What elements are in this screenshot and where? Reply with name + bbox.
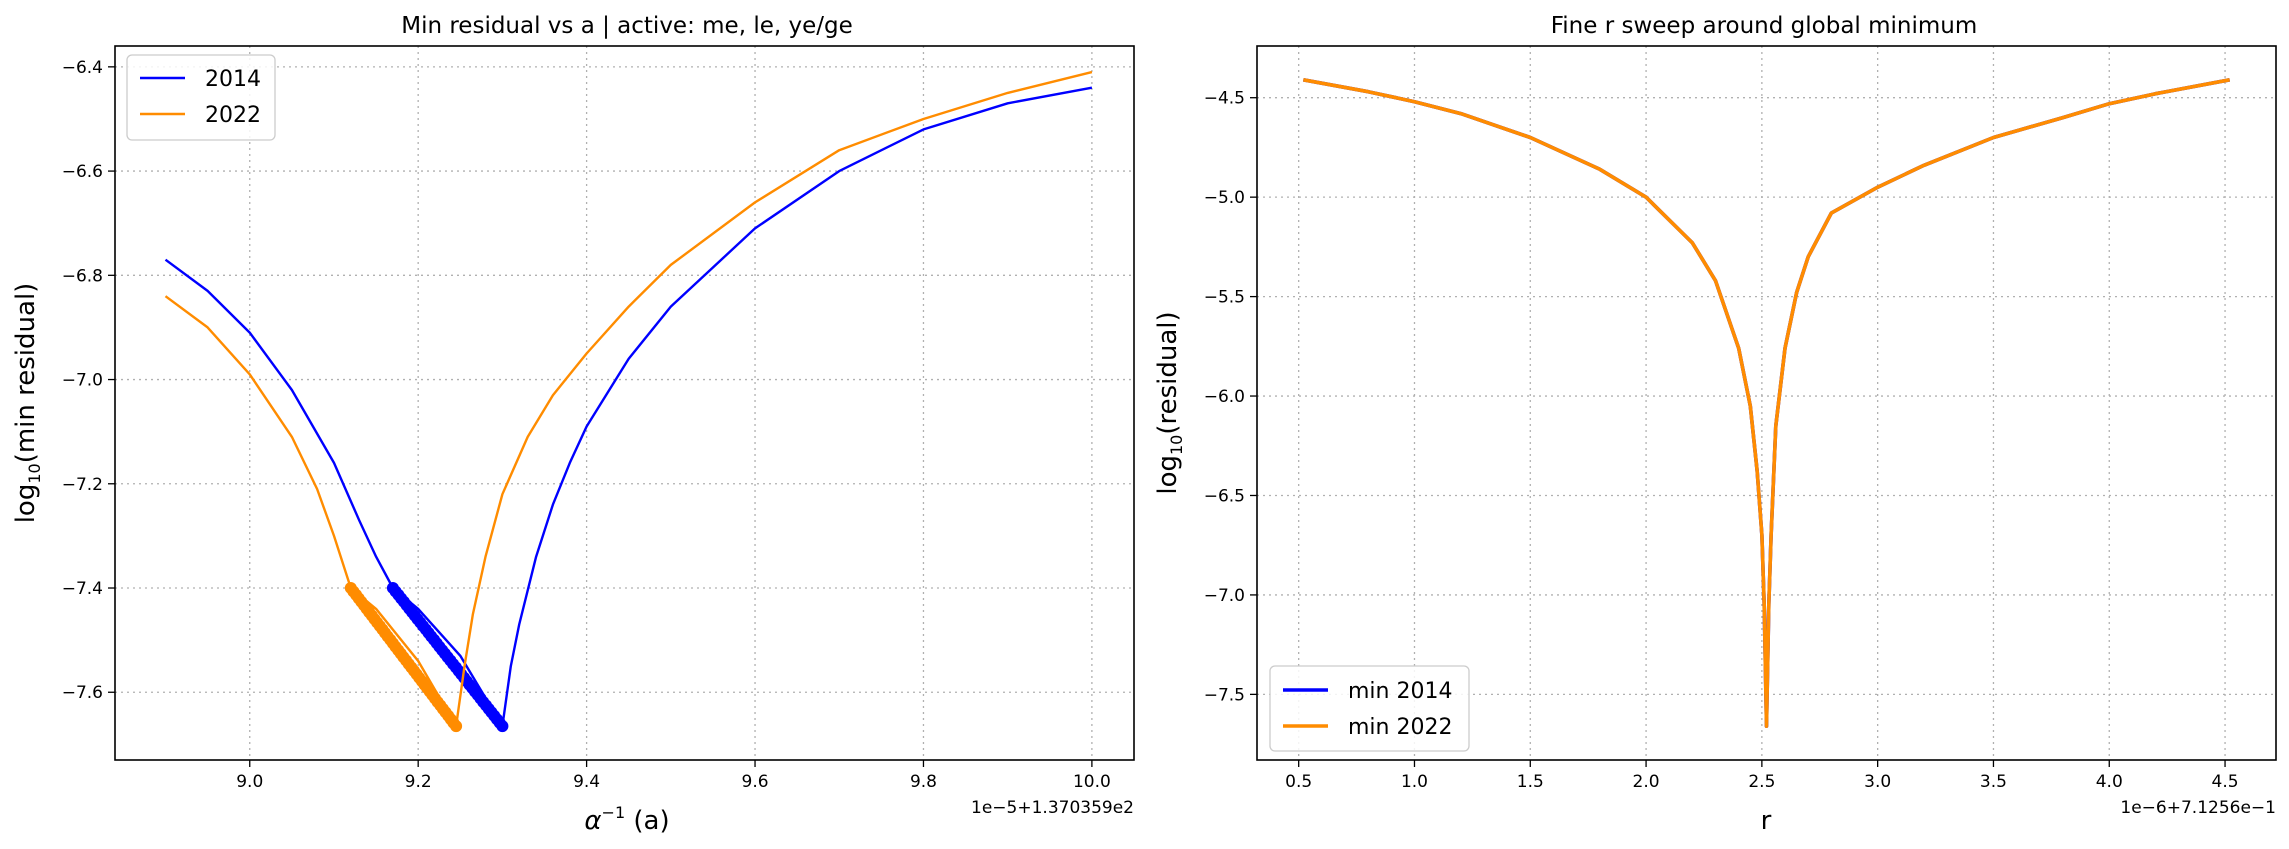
left-x-label-main: α — [584, 806, 601, 836]
right-legend-label-min-2014: min 2014 — [1348, 679, 1452, 704]
left-y-tick-label: −7.6 — [62, 683, 103, 703]
right-x-tick-label: 3.5 — [1980, 772, 2007, 792]
right-y-tick-label: −4.5 — [1204, 89, 1245, 109]
right-chart-frame — [1256, 45, 2277, 761]
left-x-tick-label: 9.8 — [910, 772, 937, 792]
left-x-label-sup: −1 — [602, 803, 626, 822]
left-y-label-suffix: (min residual) — [11, 283, 41, 464]
left-y-label-sub: 10 — [25, 463, 44, 483]
left-legend-box — [126, 54, 276, 141]
right-chart-y-axis-label: log10(residual) — [1153, 311, 1186, 494]
right-y-tick-label: −7.0 — [1204, 586, 1245, 606]
right-series-line-min-2022 — [1302, 78, 2231, 729]
left-y-tick-label: −7.4 — [62, 579, 103, 599]
left-legend-label-2022: 2022 — [205, 103, 261, 128]
right-chart-ticks: 0.5 1.0 1.5 2.0 2.5 3.0 3.5 4.0 4.5 −4.5 −5.0 −5.5 −… — [1204, 89, 2239, 792]
left-marker-2014 — [496, 720, 509, 733]
right-y-label-sub: 10 — [1167, 435, 1186, 455]
left-chart-x-offset: 1e−5+1.370359e2 — [971, 798, 1134, 818]
right-x-tick-label: 4.5 — [2212, 772, 2239, 792]
left-x-tick-label: 9.6 — [742, 772, 769, 792]
left-chart-y-axis-label: log10(min residual) — [11, 283, 44, 524]
right-chart-legend: min 2014 min 2022 — [1269, 665, 1470, 752]
left-y-tick-label: −7.0 — [62, 371, 103, 391]
right-x-tick-label: 1.0 — [1401, 772, 1428, 792]
left-chart-panel: Min residual vs a | active: me, le, ye/g… — [11, 13, 1135, 836]
right-chart-x-axis-label: r — [1761, 806, 1772, 836]
right-x-tick-label: 2.5 — [1748, 772, 1775, 792]
right-chart-series — [1302, 78, 2231, 729]
left-series-line-2022 — [164, 70, 1093, 728]
right-y-label-prefix: log — [1153, 455, 1183, 495]
left-chart-frame — [114, 45, 1135, 761]
left-chart-title: Min residual vs a | active: me, le, ye/g… — [401, 13, 853, 39]
right-chart-x-offset: 1e−6+7.1256e−1 — [2120, 798, 2276, 818]
left-x-label-rest: (a) — [625, 806, 669, 836]
left-chart-x-axis-label: α−1 (a) — [584, 803, 669, 836]
left-y-label-prefix: log — [11, 484, 41, 524]
left-x-tick-label: 10.0 — [1073, 772, 1111, 792]
left-legend-label-2014: 2014 — [205, 67, 261, 92]
left-y-tick-label: −6.8 — [62, 266, 103, 286]
left-y-tick-label: −7.2 — [62, 475, 103, 495]
left-x-tick-label: 9.2 — [405, 772, 432, 792]
left-y-tick-label: −6.4 — [62, 58, 103, 78]
right-x-tick-label: 3.0 — [1864, 772, 1891, 792]
right-y-tick-label: −7.5 — [1204, 685, 1245, 705]
left-series-line-2014 — [164, 86, 1093, 728]
right-x-tick-label: 1.5 — [1517, 772, 1544, 792]
right-chart-panel: Fine r sweep around global minimum 0.5 1.… — [1153, 13, 2277, 836]
left-chart-series — [164, 70, 1093, 733]
right-legend-label-min-2022: min 2022 — [1348, 715, 1452, 740]
right-y-tick-label: −6.0 — [1204, 387, 1245, 407]
right-y-tick-label: −5.5 — [1204, 288, 1245, 308]
left-chart-ticks: 9.0 9.2 9.4 9.6 9.8 10.0 −6.4 −6.6 −6.8 −7.0 −7.2 −… — [62, 58, 1111, 792]
right-y-tick-label: −6.5 — [1204, 486, 1245, 506]
right-x-tick-label: 2.0 — [1633, 772, 1660, 792]
left-x-tick-label: 9.0 — [236, 772, 263, 792]
left-chart-legend: 2014 2022 — [126, 54, 276, 141]
right-legend-box — [1269, 665, 1470, 752]
right-chart-title: Fine r sweep around global minimum — [1551, 13, 1978, 39]
right-y-label-suffix: (residual) — [1153, 311, 1183, 434]
right-x-tick-label: 4.0 — [2096, 772, 2123, 792]
left-y-tick-label: −6.6 — [62, 162, 103, 182]
left-x-tick-label: 9.4 — [573, 772, 600, 792]
right-x-tick-label: 0.5 — [1285, 772, 1312, 792]
left-marker-2022 — [450, 720, 463, 733]
right-y-tick-label: −5.0 — [1204, 188, 1245, 208]
